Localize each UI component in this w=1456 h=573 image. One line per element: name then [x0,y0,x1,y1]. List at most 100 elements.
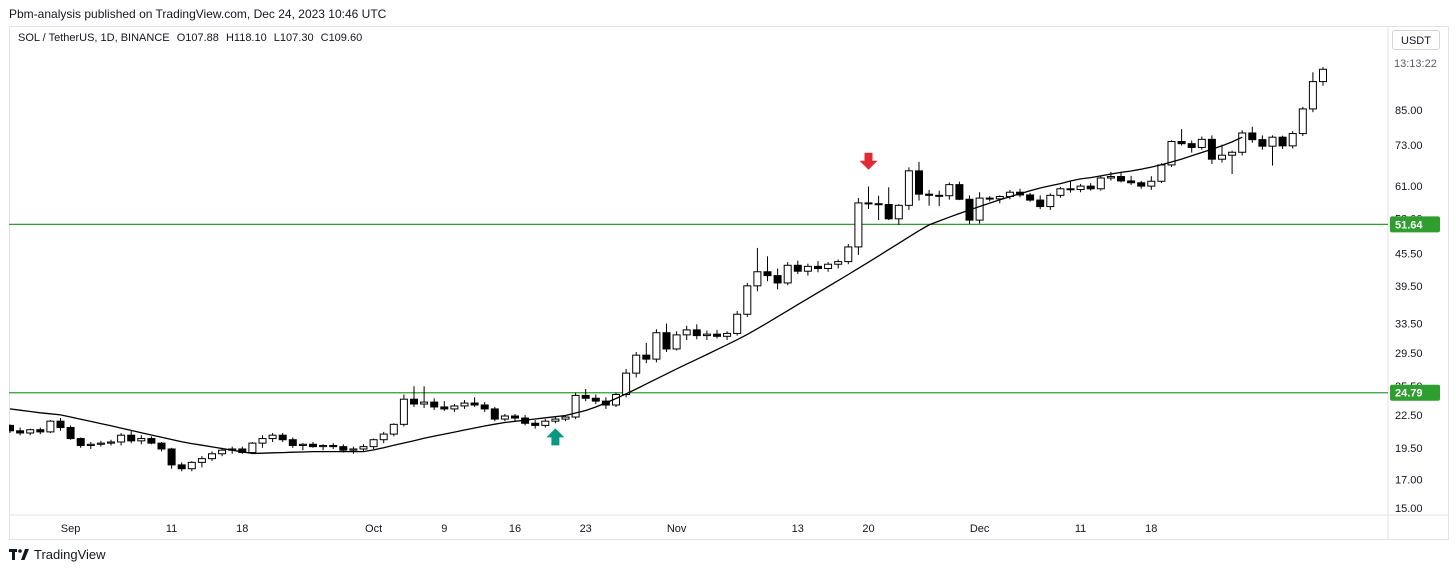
time-tick-label: 18 [1145,523,1157,535]
candle [541,419,550,428]
candle-body-down [692,329,701,337]
candle-body-up [268,434,277,440]
time-tick-label: 16 [509,523,521,535]
footer-brand[interactable]: TradingView [9,547,106,562]
candle-body-up [854,202,863,248]
price-tick-label: 22.50 [1395,410,1423,422]
candle [723,331,732,340]
candle [1258,135,1267,150]
candle-body-up [349,448,358,451]
candle-body-down [66,427,75,440]
candle [632,352,641,378]
candle [107,439,115,446]
candle [1218,144,1226,163]
time-tick-label: Nov [667,523,687,535]
candle-body-down [773,275,782,284]
candle [1268,135,1277,166]
candle-body-down [288,439,297,446]
candle [1086,183,1095,191]
candle-body-up [672,334,681,350]
candle [147,436,156,445]
candle [1238,130,1247,156]
candle [652,329,661,363]
candle [1308,72,1317,113]
candle-body-down [278,434,287,441]
candle [1228,150,1237,175]
candle-body-up [137,438,146,442]
candle [1197,136,1206,150]
candle [894,204,903,225]
candle-body-up [571,394,580,418]
price-tick-label: 73.00 [1395,140,1423,152]
candle-body-up [894,204,903,220]
candle-body-up [682,329,691,336]
candle-body-down [793,264,802,272]
time-tick-label: 9 [441,523,447,535]
symbol-legend: SOL / TetherUS, 1D, BINANCE O107.88 H118… [18,32,366,44]
candle [127,430,136,444]
candle-body-up [561,416,570,420]
candle [1066,181,1075,193]
candle [1117,172,1125,183]
candle-body-down [1036,199,1045,208]
candle [470,397,479,407]
legend-symbol[interactable]: SOL / TetherUS, 1D, BINANCE [18,32,170,44]
candle [834,259,843,269]
candle [904,167,913,210]
candle-body-up [622,372,631,395]
candle-body-up [187,461,196,470]
candle [733,310,742,336]
candle-body-up [702,333,711,337]
candle [1096,175,1105,191]
time-tick-label: 11 [166,523,177,535]
candle [137,435,146,445]
time-tick-label: 18 [236,523,248,535]
candle [1187,140,1196,153]
candle [642,342,651,364]
candle-body-up [96,442,105,445]
time-tick-label: 11 [1075,523,1086,535]
candle [844,244,853,265]
candle-body-up [753,271,762,287]
candle-body-down [642,354,651,360]
candle-body-down [9,424,14,432]
candle-body-down [410,398,418,405]
candle [935,190,944,207]
plot-area [9,67,1388,472]
candle [1036,195,1045,210]
time-tick-label: 20 [862,523,874,535]
candle [1046,193,1055,210]
candle [56,418,65,431]
candle [197,456,206,468]
candle-body-down [329,444,338,448]
price-tick-label: 19.50 [1395,443,1423,455]
candle [208,451,216,462]
candle-body-up [1106,176,1115,179]
candle [379,431,388,444]
candle [1127,175,1136,185]
candle [309,441,317,448]
candle [1157,163,1166,184]
candle [500,413,509,422]
candle-body-up [824,263,833,270]
currency-button[interactable]: USDT [1392,30,1440,50]
candle-body-up [1288,133,1297,147]
candle [329,443,338,449]
candle [915,161,923,201]
candle-body-down [1117,176,1125,182]
candle-body-down [662,332,671,350]
legend-close: C109.60 [320,32,363,44]
candle [46,420,55,433]
candle-body-down [935,194,944,197]
candle [713,329,721,339]
candle-body-up [1218,154,1226,160]
time-tick-label: 13 [792,523,804,535]
candle [96,440,105,447]
candle [76,437,85,448]
candle-body-down [1086,185,1095,190]
candle-body-up [26,429,35,434]
candle-body-up [1076,185,1085,191]
price-tick-label: 45.50 [1395,248,1423,260]
tradingview-logo-icon [9,548,29,560]
